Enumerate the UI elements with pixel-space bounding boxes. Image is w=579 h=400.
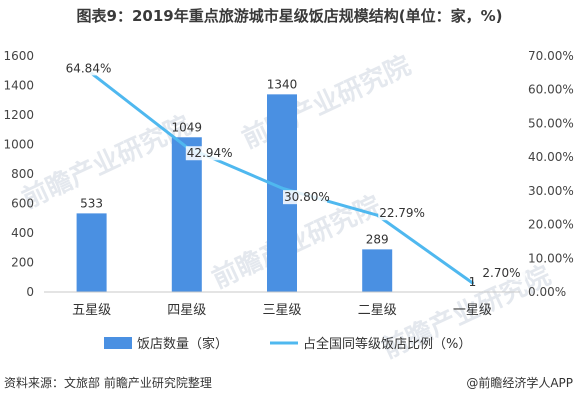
- line-value-label: 64.84%: [66, 61, 112, 75]
- line-label-bg: [64, 61, 109, 76]
- y-right-tick-label: 40.00%: [528, 150, 574, 164]
- bar: [76, 213, 107, 292]
- y-left-tick-label: 0: [26, 285, 34, 299]
- data-labels: 533 1049 1340 289 1 64.84% 42.94% 30.80% 22.79% 2…: [64, 61, 526, 289]
- y-left-tick-label: 1400: [3, 79, 34, 93]
- line-point: [470, 281, 474, 285]
- x-tick-label: 五星级: [72, 303, 111, 318]
- y-left-tick-label: 400: [11, 226, 34, 240]
- line-label-bg: [481, 265, 526, 280]
- y-left-tick-label: 1200: [3, 108, 34, 122]
- footer-source: 资料来源：文旅部 前瞻产业研究院整理: [4, 376, 212, 390]
- legend: 饭店数量（家） 占全国同等级饭店比例（%）: [104, 336, 471, 352]
- y-right-tick-label: 50.00%: [528, 116, 574, 130]
- line-value-label: 22.79%: [379, 206, 425, 220]
- line-value-label: 42.94%: [187, 146, 233, 160]
- y-right-tick-label: 60.00%: [528, 83, 574, 97]
- y-right-tick-label: 10.00%: [528, 251, 574, 265]
- bar-value-label: 1049: [172, 120, 203, 134]
- line-label-bg: [378, 206, 423, 221]
- line-label-bg: [185, 146, 230, 161]
- chart-title: 图表9：2019年重点旅游城市星级饭店规模结构(单位：家，%): [76, 7, 503, 25]
- bar-value-label: 1340: [267, 77, 298, 91]
- x-tick-label: 一星级: [453, 303, 492, 318]
- x-tick-label: 四星级: [167, 303, 206, 318]
- line-label-bg: [283, 190, 327, 205]
- bar-value-label: 1: [469, 275, 477, 289]
- watermark-text: 前瞻产业研究院: [17, 110, 195, 215]
- bar-series: [76, 94, 488, 293]
- y-left-tick-label: 1000: [3, 138, 34, 152]
- bar: [362, 249, 393, 292]
- y-left-tick-label: 1600: [3, 49, 34, 63]
- bar: [171, 137, 202, 292]
- legend-bar-label: 饭店数量（家）: [137, 336, 228, 352]
- legend-bar-swatch: [104, 337, 132, 349]
- chart: 前瞻产业研究院前瞻产业研究院前瞻产业研究院前瞻产业研究院 02004006008…: [3, 49, 573, 365]
- y-left-tick-label: 800: [11, 167, 34, 181]
- y-right-tick-label: 30.00%: [528, 184, 574, 198]
- line-value-label: 30.80%: [284, 190, 330, 204]
- axes: 0 200 400 600 800 1000 1200 1400 1600 0.00% 10.00%…: [3, 49, 573, 318]
- y-right-tick-label: 70.00%: [528, 49, 574, 63]
- y-left-tick-label: 600: [11, 197, 34, 211]
- line-point: [375, 213, 379, 217]
- watermark-text: 前瞻产业研究院: [237, 50, 415, 155]
- x-tick-label: 三星级: [262, 303, 301, 318]
- y-right-tick-label: 0.00%: [528, 285, 566, 299]
- line-point: [280, 186, 284, 190]
- footer-brand: @前瞻经济学人APP: [466, 376, 573, 390]
- y-right-tick-label: 20.00%: [528, 218, 574, 232]
- bar-value-label: 289: [366, 232, 389, 246]
- bar-value-label: 533: [80, 196, 103, 210]
- x-tick-label: 二星级: [358, 303, 397, 318]
- legend-line-label: 占全国同等级饭店比例（%）: [303, 336, 471, 352]
- line-value-label: 2.70%: [482, 266, 520, 280]
- y-left-tick-label: 200: [11, 256, 34, 270]
